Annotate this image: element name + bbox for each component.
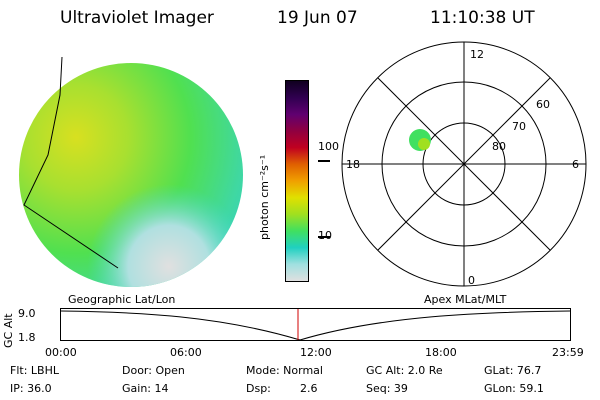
apex-caption: Apex MLat/MLT bbox=[424, 293, 507, 306]
status-seq: Seq: 39 bbox=[366, 382, 408, 395]
y-tick-9: 9.0 bbox=[18, 307, 36, 320]
status-gc-alt: GC Alt: 2.0 Re bbox=[366, 364, 443, 377]
lat-70: 70 bbox=[512, 120, 526, 133]
image-time: 11:10:38 UT bbox=[430, 8, 535, 28]
x-tick-0000: 00:00 bbox=[45, 346, 77, 359]
status-glat: GLat: 76.7 bbox=[484, 364, 542, 377]
x-tick-2359: 23:59 bbox=[552, 346, 584, 359]
status-ip: IP: 36.0 bbox=[10, 382, 52, 395]
x-tick-1200: 12:00 bbox=[300, 346, 332, 359]
colorbar-tick-100: 100 bbox=[318, 140, 339, 153]
y-tick-1-8: 1.8 bbox=[18, 331, 36, 344]
altitude-track bbox=[60, 308, 571, 341]
lat-60: 60 bbox=[536, 98, 550, 111]
status-door: Door: Open bbox=[122, 364, 185, 377]
uv-earth-image bbox=[19, 56, 243, 287]
status-gain: Gain: 14 bbox=[122, 382, 169, 395]
mlt-0: 0 bbox=[468, 274, 475, 287]
status-mode: Mode: Normal bbox=[246, 364, 323, 377]
polar-plot: 12 18 6 0 60 70 80 bbox=[341, 41, 587, 287]
status-dsp-label: Dsp: bbox=[246, 382, 271, 395]
mlt-18: 18 bbox=[346, 158, 360, 171]
mlt-12: 12 bbox=[470, 48, 484, 61]
lat-80: 80 bbox=[492, 140, 506, 153]
status-glon: GLon: 59.1 bbox=[484, 382, 544, 395]
image-date: 19 Jun 07 bbox=[277, 8, 358, 28]
mlt-6: 6 bbox=[572, 158, 579, 171]
colorbar-unit-label: photon cm⁻²s⁻¹ bbox=[258, 154, 271, 240]
x-tick-0600: 06:00 bbox=[170, 346, 202, 359]
gc-alt-axis-title: GC Alt bbox=[2, 313, 15, 348]
status-dsp-value: 2.6 bbox=[300, 382, 318, 395]
status-filter: Flt: LBHL bbox=[10, 364, 59, 377]
terminator-line bbox=[23, 56, 119, 269]
x-tick-1800: 18:00 bbox=[425, 346, 457, 359]
colorbar bbox=[285, 80, 309, 282]
app-title: Ultraviolet Imager bbox=[60, 8, 214, 28]
geo-caption: Geographic Lat/Lon bbox=[68, 293, 176, 306]
colorbar-tick-10: 10 bbox=[318, 229, 332, 242]
